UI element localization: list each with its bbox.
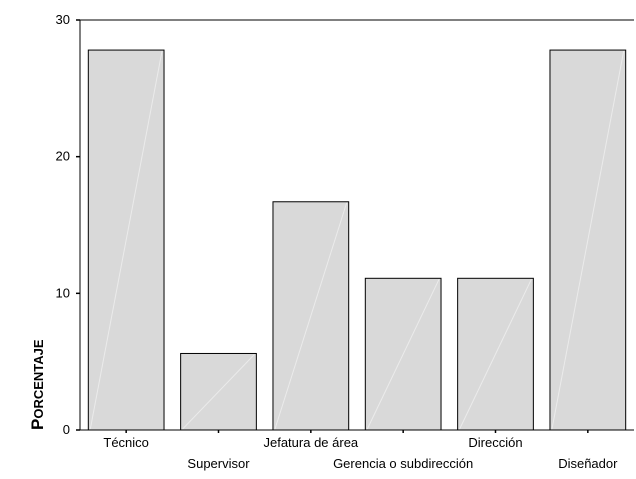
- bar-sheen: [89, 50, 163, 430]
- bars: [87, 49, 627, 431]
- bar-sheen: [182, 354, 255, 430]
- y-axis-label: PORCENTAJE: [28, 339, 47, 430]
- x-tick-label: Técnico: [103, 435, 149, 450]
- bar-sheen: [274, 202, 348, 430]
- x-tick-label: Diseñador: [558, 456, 618, 471]
- bar-sheen: [459, 279, 532, 430]
- x-tick-label: Jefatura de área: [263, 435, 358, 450]
- x-tick-label: Gerencia o subdirección: [333, 456, 473, 471]
- y-axis-label-rest: ORCENTAJE: [31, 339, 46, 419]
- x-tick-label: Supervisor: [187, 456, 250, 471]
- y-tick-label: 30: [56, 12, 70, 27]
- y-tick-label: 10: [56, 285, 70, 300]
- y-tick-label: 0: [63, 422, 70, 437]
- bar-sheen: [366, 279, 440, 430]
- x-tick-label: Dirección: [468, 435, 522, 450]
- y-axis-label-initial: P: [28, 419, 47, 430]
- bar-sheen: [551, 50, 625, 430]
- y-axis: 0 10 20 30: [56, 12, 634, 437]
- bar: [457, 277, 534, 431]
- y-tick-label: 20: [56, 149, 70, 164]
- x-axis: Técnico Supervisor Jefatura de área Gerenci…: [80, 429, 634, 471]
